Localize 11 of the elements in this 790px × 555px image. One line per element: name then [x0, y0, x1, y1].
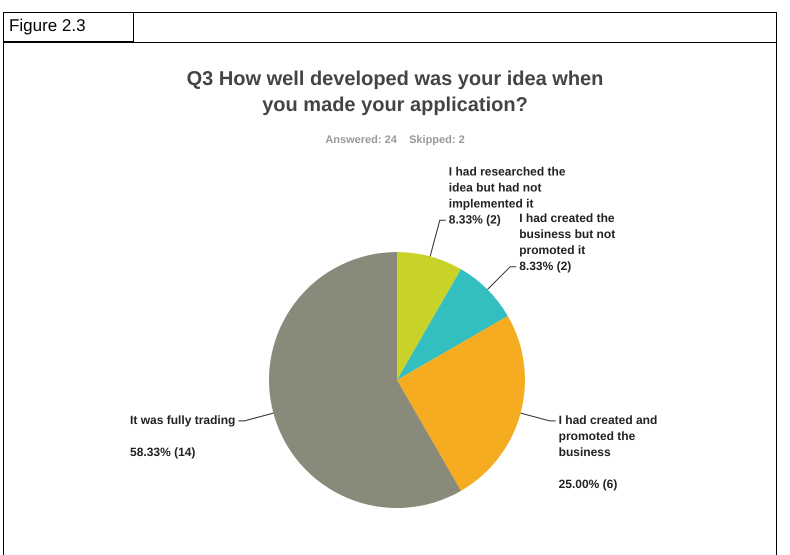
- chart-title: Q3 How well developed was your idea when you made your application?: [186, 67, 604, 118]
- chart-subtitle: Answered: 24 Skipped: 2: [324, 134, 466, 146]
- slice-label: I had researched the idea but had not implemented it: [448, 164, 566, 211]
- data-label: 8.33% (2): [519, 259, 572, 274]
- slice-label: It was fully trading: [130, 413, 236, 428]
- caption: Figure 2.3: [9, 16, 86, 36]
- data-label: 25.00% (6): [558, 477, 618, 492]
- data-label: 8.33% (2): [448, 212, 501, 227]
- data-label: 58.33% (14): [130, 445, 196, 460]
- slice-label: I had created the business but not promoted it: [519, 211, 616, 258]
- slice-label: I had created and promoted the business: [558, 413, 658, 460]
